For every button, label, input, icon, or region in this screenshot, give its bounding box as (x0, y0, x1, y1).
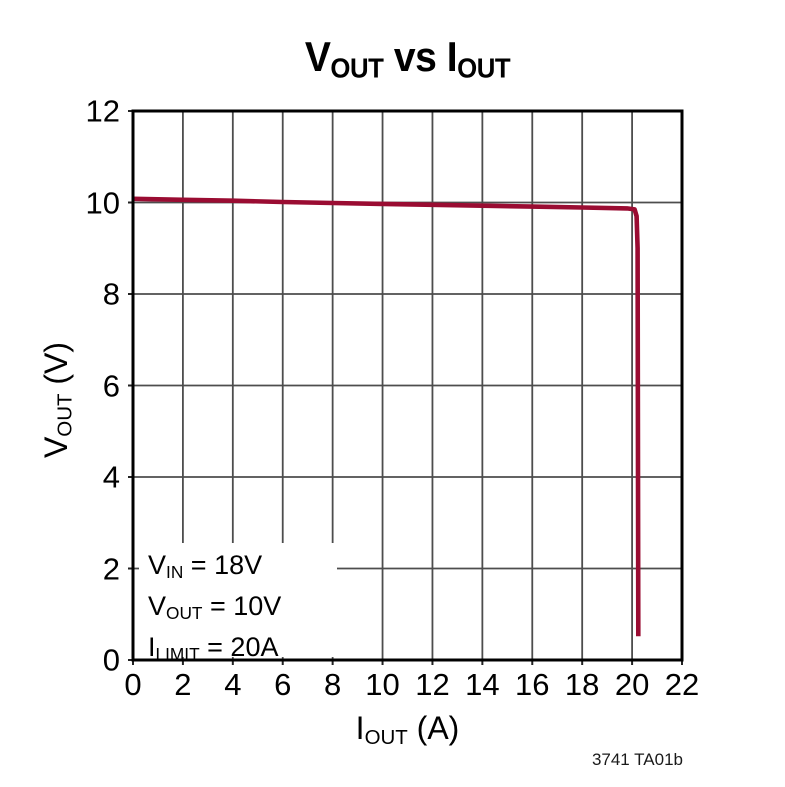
text-run: I (148, 632, 156, 663)
chart-title: VOUT vs IOUT (152, 33, 663, 85)
y-axis-tick-label: 8 (102, 276, 120, 312)
subscript-text: OUT (166, 603, 203, 624)
x-axis-tick-label: 4 (224, 667, 242, 702)
figure-code: 3741 TA01b (591, 750, 683, 769)
annotation-line: ILIMIT = 20A (148, 630, 337, 671)
x-axis-tick-label: 0 (124, 667, 142, 702)
text-run: (A) (407, 710, 460, 746)
y-axis-tick-label: 4 (102, 459, 120, 495)
text-run: V (37, 436, 74, 459)
x-axis-tick-label: 6 (274, 667, 292, 702)
y-axis-tick-label: 12 (85, 93, 120, 129)
x-axis-tick-label: 8 (324, 667, 342, 702)
text-run: vs (383, 33, 447, 80)
subscript-text: LIMIT (155, 644, 200, 665)
y-axis-tick-label: 2 (102, 551, 120, 586)
text-run: I (446, 33, 458, 80)
text-run: V (148, 550, 167, 580)
y-axis-tick-label: 10 (85, 185, 120, 220)
annotation-box: VIN = 18V VOUT = 10V ILIMIT = 20A (139, 543, 337, 664)
text-run: I (355, 710, 365, 746)
text-run: = 20A (199, 632, 279, 663)
x-axis-tick-label: 14 (465, 667, 500, 702)
subscript-text: OUT (457, 52, 511, 84)
subscript-text: IN (166, 562, 184, 583)
x-axis-label: IOUT (A) (133, 712, 682, 748)
text-run: (V) (37, 341, 74, 394)
text-run: = 18V (183, 550, 263, 580)
subscript-text: OUT (53, 393, 77, 437)
data-curve (132, 196, 641, 637)
y-axis-label: VOUT (V) (37, 341, 77, 459)
x-axis-tick-label: 2 (174, 667, 192, 702)
text-run: V (304, 33, 331, 80)
x-axis-tick-label: 16 (515, 667, 550, 702)
plot-frame (131, 109, 684, 662)
x-axis-tick-label: 20 (614, 667, 650, 702)
x-axis-tick-label: 10 (365, 667, 400, 702)
text-run: V (148, 591, 167, 622)
subscript-text: OUT (364, 725, 408, 749)
text-run: = 10V (202, 591, 282, 622)
annotation-line: VOUT = 10V (148, 589, 337, 630)
subscript-text: OUT (330, 52, 384, 84)
x-axis-tick-label: 12 (415, 667, 450, 702)
y-axis-tick-label: 0 (102, 642, 120, 678)
x-axis-tick-label: 22 (664, 667, 700, 702)
y-axis-tick-label: 6 (102, 368, 120, 403)
x-axis-tick-label: 18 (564, 667, 600, 702)
annotation-line: VIN = 18V (148, 548, 337, 589)
